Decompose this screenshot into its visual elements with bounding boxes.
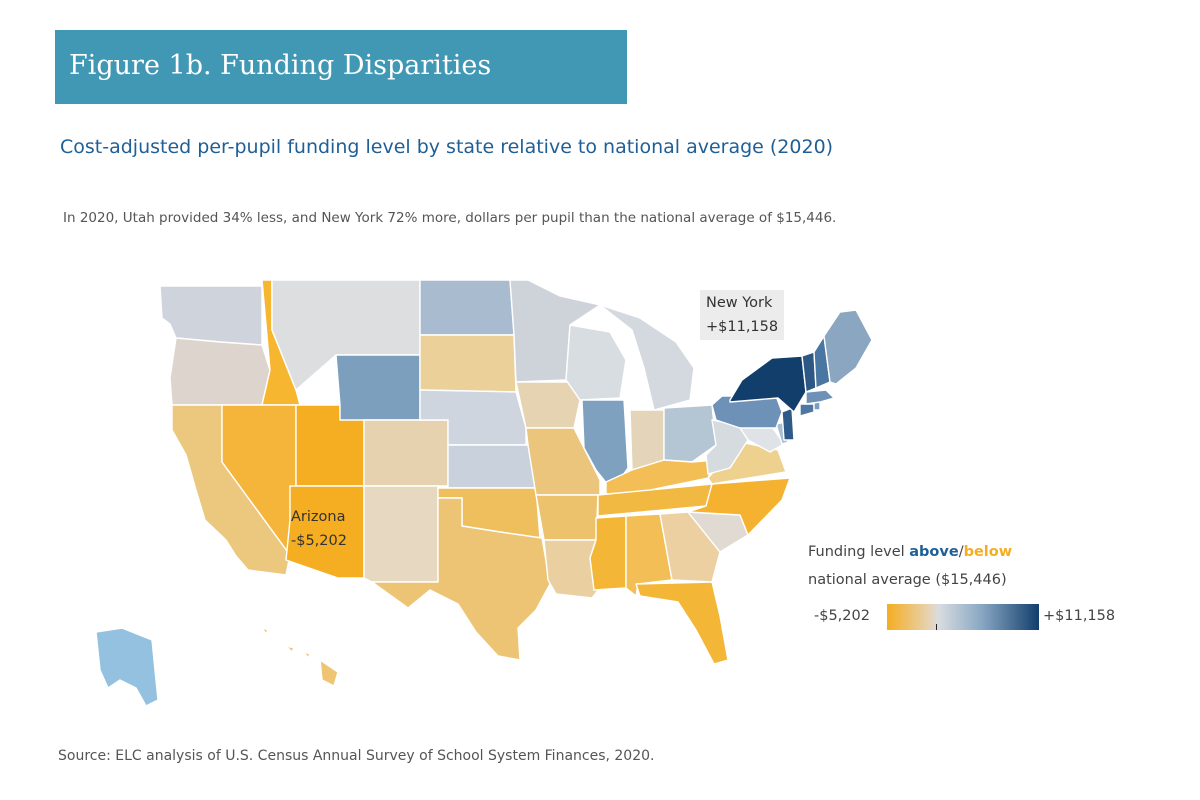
state-NM[interactable]: [363, 485, 439, 583]
state-WA[interactable]: [159, 285, 263, 346]
state-ME[interactable]: [823, 309, 873, 385]
legend-prefix: Funding level: [808, 544, 910, 560]
legend-below-word: below: [963, 544, 1013, 560]
state-MO[interactable]: [525, 427, 601, 496]
chart-subtitle: Cost-adjusted per-pupil funding level by…: [60, 136, 834, 158]
state-AR[interactable]: [535, 494, 599, 541]
legend-min-label: -$5,202: [814, 608, 870, 624]
state-WY[interactable]: [335, 354, 421, 421]
arizona-callout: Arizona -$5,202: [291, 505, 347, 553]
legend-color-scale: [887, 604, 1039, 630]
state-KS[interactable]: [447, 444, 537, 489]
source-note: Source: ELC analysis of U.S. Census Annu…: [58, 748, 655, 764]
state-CT[interactable]: [799, 403, 815, 417]
legend-max-label: +$11,158: [1043, 608, 1116, 624]
state-MS[interactable]: [589, 515, 627, 591]
new-york-label: New York: [706, 295, 773, 311]
legend-above-word: above: [909, 544, 959, 560]
state-IA[interactable]: [515, 381, 581, 429]
arizona-value: -$5,202: [291, 533, 347, 549]
chart-description: In 2020, Utah provided 34% less, and New…: [63, 210, 837, 226]
arizona-label: Arizona: [291, 509, 346, 525]
legend-title: Funding level above/below: [808, 544, 1012, 560]
state-MI[interactable]: [599, 304, 695, 411]
legend-average-tick: [936, 624, 937, 630]
state-AK[interactable]: [95, 627, 159, 707]
state-TX[interactable]: [371, 497, 551, 661]
state-OH[interactable]: [663, 404, 717, 463]
state-HI[interactable]: [261, 627, 339, 687]
state-MA[interactable]: [805, 389, 835, 405]
us-funding-map: [0, 250, 1200, 720]
new-york-callout: New York +$11,158: [700, 290, 785, 340]
state-CO[interactable]: [363, 419, 449, 487]
state-GA[interactable]: [659, 511, 721, 583]
state-NC[interactable]: [687, 477, 791, 536]
state-FL[interactable]: [635, 581, 729, 665]
legend-slash: /: [958, 544, 964, 560]
state-SD[interactable]: [419, 334, 517, 393]
state-PA[interactable]: [711, 395, 783, 429]
figure-title: Figure 1b. Funding Disparities: [69, 50, 492, 81]
legend-subtitle: national average ($15,446): [808, 572, 1007, 588]
state-WI[interactable]: [565, 324, 627, 401]
state-ND[interactable]: [419, 279, 515, 336]
state-OR[interactable]: [169, 337, 271, 406]
figure-banner: Figure 1b. Funding Disparities: [55, 30, 627, 104]
new-york-value: +$11,158: [706, 319, 779, 335]
state-NJ[interactable]: [781, 407, 795, 441]
